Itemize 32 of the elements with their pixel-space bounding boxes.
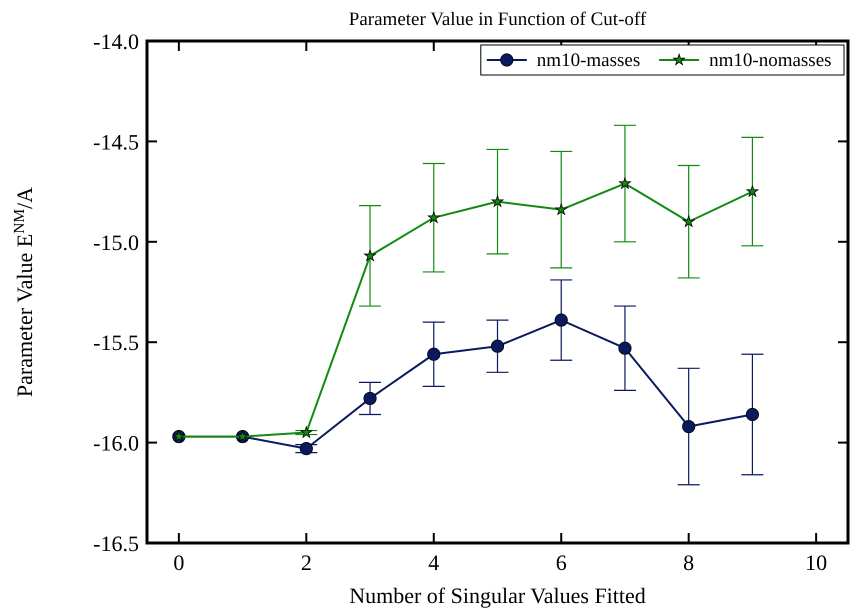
- x-tick-label: 6: [556, 550, 567, 575]
- point: [490, 340, 504, 353]
- point: [492, 195, 504, 207]
- point: [555, 203, 568, 215]
- y-tick-label: -15.5: [93, 330, 139, 356]
- point: [427, 348, 440, 361]
- y-tick-label: -14.0: [93, 29, 139, 54]
- point: [619, 177, 631, 189]
- point: [428, 211, 440, 223]
- y-tick-label: -15.0: [93, 230, 139, 255]
- point: [300, 442, 313, 456]
- x-axis-title: Number of Singular Values Fitted: [349, 583, 646, 608]
- point: [300, 426, 312, 438]
- point: [364, 250, 376, 261]
- x-tick-label: 2: [300, 550, 312, 575]
- point: [682, 216, 695, 227]
- x-tick-label: 8: [683, 550, 694, 575]
- point: [363, 392, 377, 405]
- legend-label: nm10-nomasses: [709, 50, 832, 71]
- point: [554, 314, 568, 327]
- y-tick-label: -16.0: [93, 430, 139, 456]
- x-tick-label: 0: [173, 550, 184, 575]
- x-tick-label: 10: [805, 550, 828, 575]
- x-tick-label: 4: [428, 550, 440, 575]
- point: [682, 420, 696, 434]
- chart-title: Parameter Value in Function of Cut-off: [348, 9, 647, 30]
- y-tick-label: -14.5: [93, 129, 139, 154]
- point: [618, 342, 632, 355]
- legend-label: nm10-masses: [536, 50, 640, 71]
- point: [746, 408, 759, 422]
- point: [746, 185, 758, 197]
- y-tick-label: -16.5: [93, 531, 139, 556]
